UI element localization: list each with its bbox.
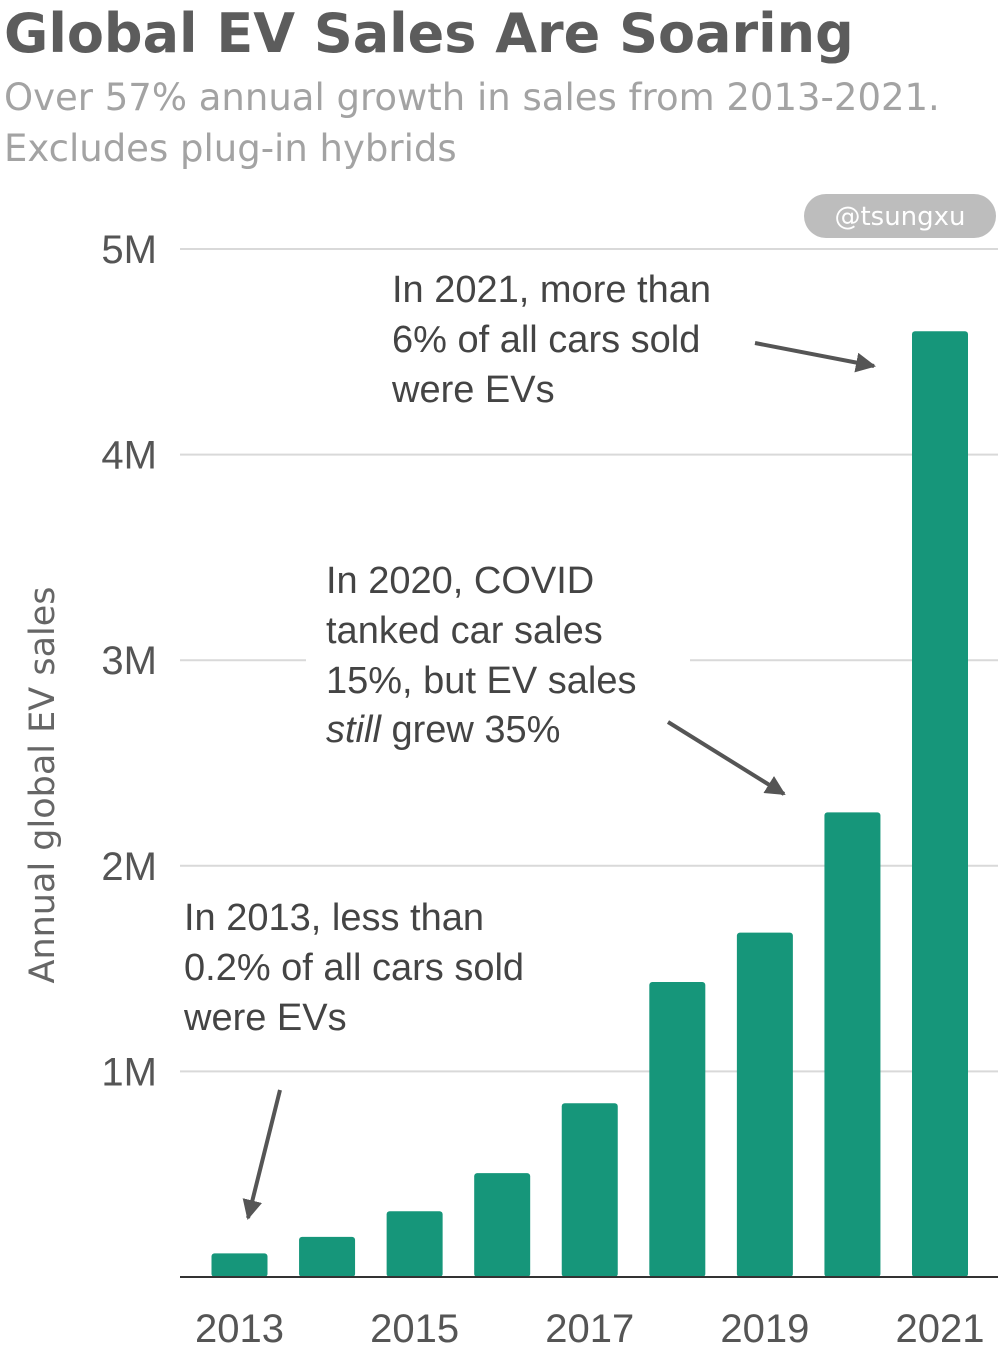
bar-2016 <box>474 1173 531 1277</box>
annotation-2013-background <box>170 886 566 1046</box>
y-axis-title: Annual global EV sales <box>23 586 63 983</box>
annotation-2020-line-1: In 2020, COVID <box>326 560 594 602</box>
chart-subtitle-line-1: Over 57% annual growth in sales from 201… <box>4 76 940 119</box>
bar-2021 <box>912 331 968 1277</box>
bar-2015 <box>386 1211 443 1277</box>
y-tick-label: 4M <box>101 434 157 478</box>
bar-2019 <box>736 932 793 1277</box>
annotation-2020-line-3: 15%, but EV sales <box>326 660 637 702</box>
annotation-2013-line-2: 0.2% of all cars sold <box>184 947 524 989</box>
annotation-2021-arrow <box>754 341 876 373</box>
annotation-2013-line-1: In 2013, less than <box>184 897 484 939</box>
x-tick-label: 2013 <box>195 1307 284 1349</box>
annotation-2020-italic-word: still <box>326 709 382 751</box>
y-tick-label: 5M <box>101 228 157 272</box>
chart-subtitle-line-2: Excludes plug-in hybrids <box>4 127 457 170</box>
y-tick-label: 3M <box>101 639 157 683</box>
bar-2017 <box>561 1103 618 1277</box>
y-tick-label: 1M <box>101 1050 157 1094</box>
bar-2020 <box>824 812 881 1277</box>
watermark-badge: @tsungxu <box>804 194 996 238</box>
annotation-2021: In 2021, more than 6% of all cars sold w… <box>391 269 876 411</box>
bar-2013 <box>211 1253 268 1277</box>
annotation-2020-arrow <box>666 720 786 796</box>
annotation-2013-arrow <box>242 1089 282 1220</box>
y-axis-ticks: 1M 2M 3M 4M 5M <box>101 228 157 1094</box>
chart-title: Global EV Sales Are Soaring <box>4 2 854 65</box>
bar-2014 <box>299 1236 356 1277</box>
x-tick-label: 2021 <box>896 1307 985 1349</box>
bar-2018 <box>649 981 706 1277</box>
annotation-2020-background <box>306 548 690 754</box>
annotation-2021-line-1: In 2021, more than <box>392 269 711 311</box>
x-axis-ticks: 2013 2015 2017 2019 2021 <box>195 1307 984 1349</box>
annotation-2020: In 2020, COVID tanked car sales 15%, but… <box>306 548 786 796</box>
annotation-2021-line-3: were EVs <box>391 369 555 411</box>
annotation-2020-line-4-rest: grew 35% <box>381 709 561 751</box>
y-tick-label: 2M <box>101 845 157 889</box>
annotation-2021-line-2: 6% of all cars sold <box>392 319 700 361</box>
annotation-2020-line-2: tanked car sales <box>326 610 603 652</box>
annotation-2013: In 2013, less than 0.2% of all cars sold… <box>170 886 566 1220</box>
x-tick-label: 2015 <box>370 1307 459 1349</box>
annotation-2020-line-4: still grew 35% <box>326 709 560 751</box>
x-tick-label: 2017 <box>545 1307 634 1349</box>
annotation-2013-line-3: were EVs <box>183 997 347 1039</box>
watermark-text: @tsungxu <box>834 202 965 232</box>
bars <box>211 331 968 1277</box>
x-tick-label: 2019 <box>720 1307 809 1349</box>
